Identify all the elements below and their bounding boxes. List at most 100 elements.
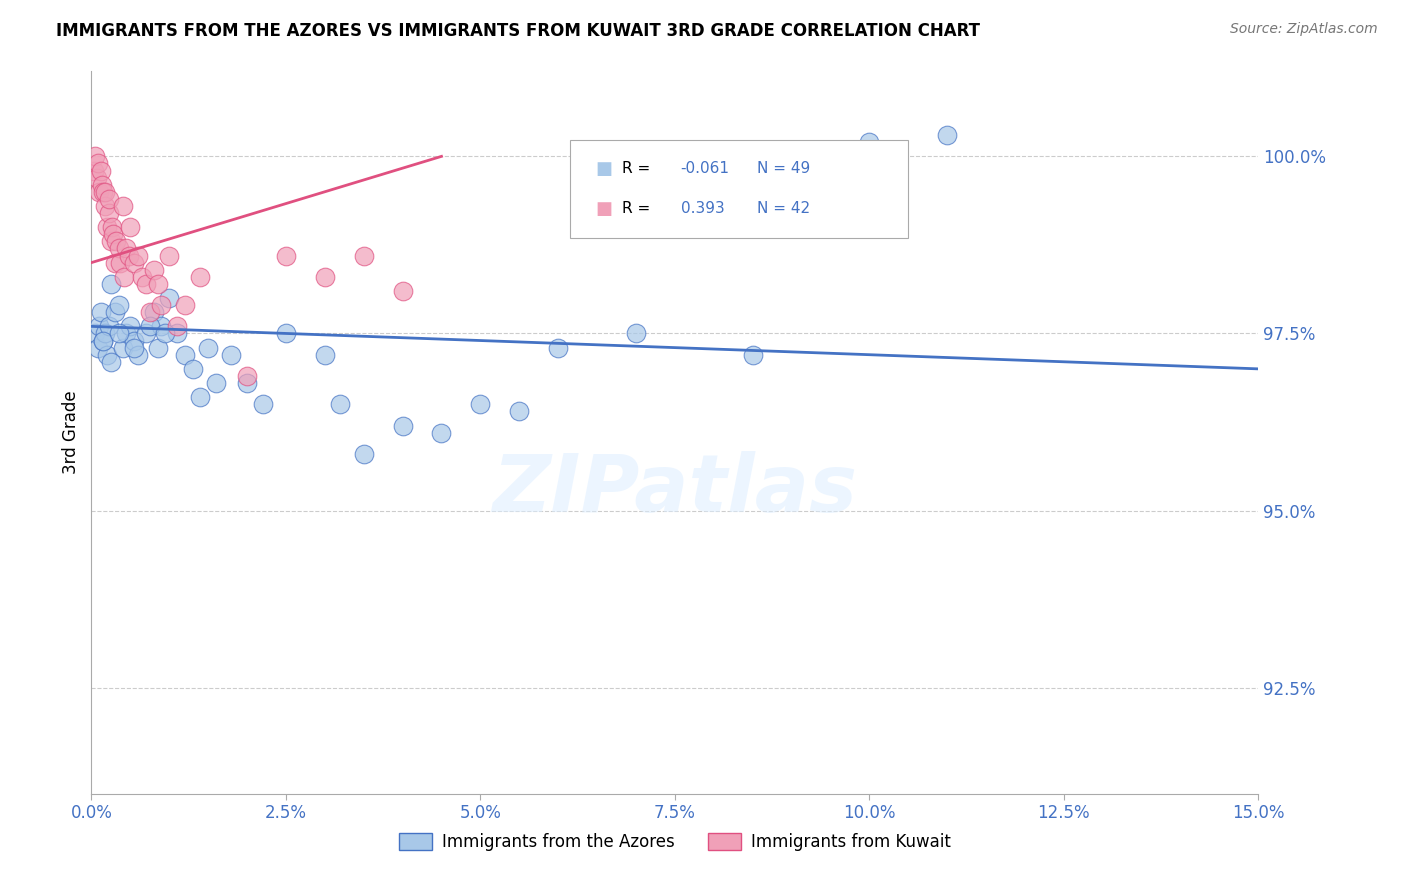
Point bbox=[120, 319, 142, 334]
Point bbox=[104, 255, 127, 269]
Point bbox=[122, 334, 145, 348]
Point bbox=[181, 362, 204, 376]
Point bbox=[858, 135, 880, 149]
Point bbox=[100, 355, 122, 369]
Point bbox=[274, 248, 297, 262]
Point bbox=[138, 305, 162, 319]
Point bbox=[94, 326, 117, 341]
Point bbox=[135, 277, 157, 291]
Point bbox=[188, 390, 211, 404]
Point bbox=[112, 269, 135, 284]
Point bbox=[100, 235, 122, 249]
Y-axis label: 3rd Grade: 3rd Grade bbox=[62, 391, 80, 475]
Text: R =: R = bbox=[623, 161, 655, 177]
Point bbox=[91, 334, 114, 348]
Point bbox=[391, 418, 413, 433]
Text: 0.393: 0.393 bbox=[681, 201, 724, 216]
Point bbox=[236, 368, 259, 383]
FancyBboxPatch shape bbox=[569, 140, 908, 237]
Text: ■: ■ bbox=[596, 160, 613, 178]
Point bbox=[120, 220, 142, 235]
Point bbox=[96, 220, 118, 235]
Point bbox=[166, 319, 188, 334]
Point bbox=[97, 206, 120, 220]
Point bbox=[547, 341, 569, 355]
Point bbox=[146, 277, 169, 291]
Point bbox=[107, 298, 129, 312]
Point bbox=[98, 192, 121, 206]
Point bbox=[91, 334, 114, 348]
Point bbox=[205, 376, 228, 390]
Point bbox=[157, 291, 180, 305]
Point bbox=[122, 255, 145, 269]
Point bbox=[89, 319, 111, 334]
Point bbox=[146, 341, 169, 355]
Text: ■: ■ bbox=[596, 200, 613, 218]
Text: Source: ZipAtlas.com: Source: ZipAtlas.com bbox=[1230, 22, 1378, 37]
Point bbox=[86, 170, 108, 185]
Point bbox=[142, 262, 165, 277]
Point bbox=[142, 305, 165, 319]
Point bbox=[91, 185, 114, 199]
Point bbox=[84, 149, 107, 163]
Legend: Immigrants from the Azores, Immigrants from Kuwait: Immigrants from the Azores, Immigrants f… bbox=[392, 826, 957, 858]
Text: ZIPatlas: ZIPatlas bbox=[492, 451, 858, 530]
Point bbox=[138, 319, 162, 334]
Point bbox=[157, 248, 180, 262]
Point bbox=[127, 248, 149, 262]
Text: N = 42: N = 42 bbox=[756, 201, 810, 216]
Point bbox=[314, 269, 336, 284]
Point bbox=[93, 199, 115, 213]
Point bbox=[508, 404, 530, 418]
Point bbox=[314, 348, 336, 362]
Point bbox=[221, 348, 243, 362]
Point bbox=[107, 242, 129, 256]
Point bbox=[252, 397, 274, 411]
Point bbox=[391, 284, 413, 298]
Point bbox=[115, 326, 138, 341]
Point bbox=[90, 305, 112, 319]
Point bbox=[86, 341, 108, 355]
Point bbox=[89, 185, 111, 199]
Point bbox=[155, 326, 177, 341]
Point bbox=[97, 319, 120, 334]
Point bbox=[118, 248, 141, 262]
Point bbox=[624, 326, 647, 341]
Point bbox=[104, 305, 127, 319]
Point bbox=[353, 447, 375, 461]
Point bbox=[122, 341, 145, 355]
Text: IMMIGRANTS FROM THE AZORES VS IMMIGRANTS FROM KUWAIT 3RD GRADE CORRELATION CHART: IMMIGRANTS FROM THE AZORES VS IMMIGRANTS… bbox=[56, 22, 980, 40]
Point bbox=[166, 326, 188, 341]
Point bbox=[127, 348, 149, 362]
Point bbox=[83, 163, 105, 178]
Point bbox=[100, 277, 122, 291]
Point bbox=[90, 163, 112, 178]
Point bbox=[150, 298, 173, 312]
Point bbox=[188, 269, 211, 284]
Point bbox=[86, 156, 108, 170]
Point bbox=[236, 376, 259, 390]
Point bbox=[101, 220, 124, 235]
Point bbox=[741, 348, 763, 362]
Point bbox=[197, 341, 219, 355]
Point bbox=[107, 326, 129, 341]
Point bbox=[150, 319, 173, 334]
Point bbox=[131, 269, 153, 284]
Point bbox=[329, 397, 352, 411]
Point bbox=[353, 248, 375, 262]
Point bbox=[96, 348, 118, 362]
Point bbox=[90, 178, 112, 192]
Text: R =: R = bbox=[623, 201, 655, 216]
Point bbox=[105, 235, 128, 249]
Point bbox=[430, 425, 453, 440]
Point bbox=[111, 341, 134, 355]
Point bbox=[111, 199, 134, 213]
Point bbox=[115, 242, 138, 256]
Text: -0.061: -0.061 bbox=[681, 161, 730, 177]
Text: N = 49: N = 49 bbox=[756, 161, 810, 177]
Point bbox=[173, 348, 195, 362]
Point bbox=[173, 298, 195, 312]
Point bbox=[101, 227, 124, 242]
Point bbox=[108, 255, 131, 269]
Point bbox=[470, 397, 492, 411]
